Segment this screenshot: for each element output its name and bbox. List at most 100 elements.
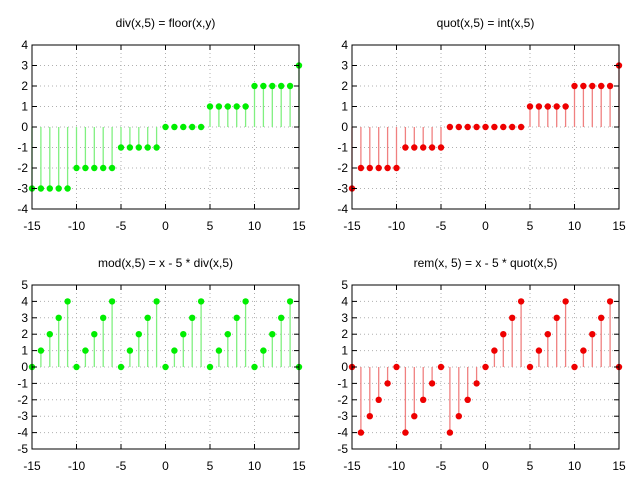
- data-point: [144, 144, 151, 151]
- data-point: [117, 363, 125, 371]
- data-point: [206, 363, 214, 371]
- data-point: [278, 314, 285, 321]
- data-point: [55, 314, 62, 321]
- data-point: [46, 331, 53, 338]
- chart-title: div(x,5) = floor(x,y): [116, 16, 216, 30]
- x-tick-label: -5: [116, 459, 127, 473]
- x-tick-label: 0: [162, 219, 169, 233]
- chart-title: mod(x,5) = x - 5 * div(x,5): [98, 256, 233, 270]
- data-point: [224, 103, 231, 110]
- y-tick-label: 2: [21, 79, 28, 93]
- x-tick-label: -10: [68, 219, 86, 233]
- x-tick-label: -5: [436, 459, 447, 473]
- data-point: [73, 164, 80, 172]
- data-point: [100, 314, 107, 321]
- data-point: [153, 298, 160, 305]
- y-tick-label: -1: [337, 141, 348, 155]
- x-tick-label: -10: [388, 219, 406, 233]
- data-point: [269, 331, 276, 338]
- y-tick-label: -5: [337, 442, 348, 456]
- data-point: [233, 103, 240, 110]
- data-point: [117, 144, 125, 151]
- y-tick-label: 4: [21, 38, 28, 52]
- data-point: [233, 314, 240, 321]
- chart-panel-2: quot(x,5) = int(x,5)-15 -10 -5 0 5 10 15-4-3-2…: [337, 16, 626, 233]
- chart-panel-1: div(x,5) = floor(x,y)-15 -10 -5 0 5 10 15-4-3-…: [17, 16, 306, 233]
- data-point: [162, 123, 169, 131]
- chart-panel-4: rem(x, 5) = x - 5 * quot(x,5)-15 -10 -5 0 5 1…: [337, 256, 626, 473]
- data-point: [144, 314, 151, 321]
- y-tick-label: 1: [341, 344, 348, 358]
- data-point: [197, 123, 205, 131]
- y-tick-label: 2: [21, 327, 28, 341]
- data-point: [366, 413, 373, 420]
- data-point: [82, 347, 89, 354]
- data-point: [526, 363, 534, 371]
- x-tick-label: -15: [23, 459, 41, 473]
- data-point: [553, 103, 560, 110]
- y-tick-label: 5: [341, 278, 348, 292]
- x-tick-label: 10: [568, 459, 582, 473]
- data-point: [544, 103, 551, 110]
- data-point: [375, 396, 382, 403]
- data-point: [384, 164, 391, 172]
- x-tick-label: 15: [612, 459, 626, 473]
- data-point: [189, 314, 196, 321]
- data-point: [286, 298, 294, 305]
- data-point: [357, 164, 365, 172]
- data-point: [126, 144, 134, 151]
- data-point: [126, 347, 134, 354]
- chart-panel-3: mod(x,5) = x - 5 * div(x,5)-15 -10 -5 0 5 10 1…: [17, 256, 306, 473]
- y-tick-label: -4: [337, 202, 348, 216]
- x-tick-label: 0: [482, 459, 489, 473]
- x-tick-label: 5: [527, 219, 534, 233]
- data-point: [242, 298, 249, 305]
- y-tick-label: 3: [341, 311, 348, 325]
- chart-title: rem(x, 5) = x - 5 * quot(x,5): [414, 256, 558, 270]
- y-tick-label: 0: [341, 360, 348, 374]
- x-tick-label: -15: [23, 219, 41, 233]
- y-tick-label: 0: [21, 360, 28, 374]
- x-tick-label: 15: [292, 459, 306, 473]
- data-point: [428, 380, 436, 387]
- x-tick-label: 10: [568, 219, 582, 233]
- data-point: [482, 363, 489, 371]
- data-point: [420, 144, 427, 151]
- data-point: [464, 123, 471, 131]
- data-point: [384, 380, 391, 387]
- x-tick-label: -5: [116, 219, 127, 233]
- data-point: [535, 347, 543, 354]
- data-point: [598, 82, 605, 90]
- data-point: [153, 144, 160, 151]
- data-point: [393, 164, 400, 172]
- y-tick-label: 1: [21, 100, 28, 114]
- y-tick-label: -2: [17, 393, 28, 407]
- y-tick-label: -4: [337, 426, 348, 440]
- data-point: [55, 185, 62, 192]
- data-point: [206, 103, 214, 110]
- data-point: [500, 331, 507, 338]
- data-point: [260, 347, 267, 354]
- data-point: [224, 331, 231, 338]
- data-point: [393, 363, 400, 371]
- data-point: [37, 347, 45, 354]
- data-point: [437, 363, 445, 371]
- data-point: [562, 298, 569, 305]
- data-point: [473, 380, 480, 387]
- data-point: [420, 396, 427, 403]
- x-tick-label: 15: [612, 219, 626, 233]
- data-point: [251, 82, 258, 90]
- data-point: [509, 123, 516, 131]
- x-tick-label: 5: [527, 459, 534, 473]
- data-point: [482, 123, 489, 131]
- data-point: [553, 314, 560, 321]
- data-point: [73, 363, 80, 371]
- data-point: [135, 144, 142, 151]
- y-tick-label: -2: [337, 393, 348, 407]
- data-point: [251, 363, 258, 371]
- y-tick-label: 5: [21, 278, 28, 292]
- data-point: [455, 123, 462, 131]
- data-point: [171, 123, 178, 131]
- data-point: [242, 103, 249, 110]
- y-tick-label: -4: [17, 202, 28, 216]
